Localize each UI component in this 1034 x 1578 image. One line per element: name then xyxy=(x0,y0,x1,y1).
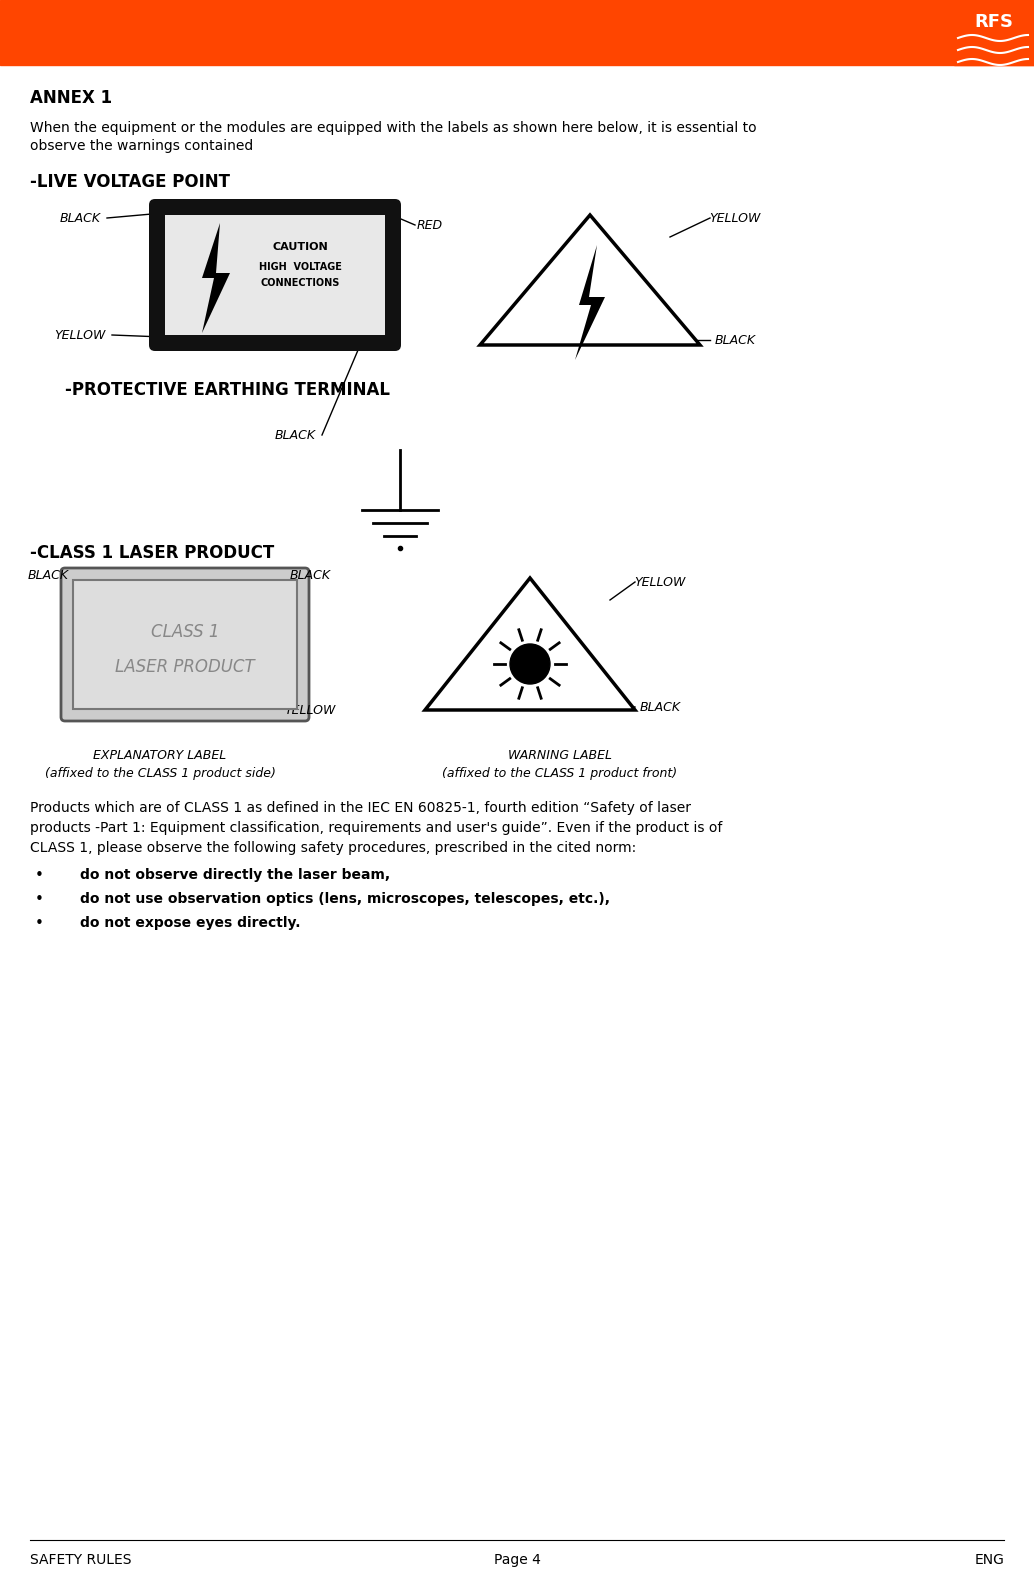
Polygon shape xyxy=(480,215,700,346)
Text: BLACK: BLACK xyxy=(59,211,100,224)
Text: do not observe directly the laser beam,: do not observe directly the laser beam, xyxy=(80,868,390,882)
Text: do not expose eyes directly.: do not expose eyes directly. xyxy=(80,915,301,929)
Text: -PROTECTIVE EARTHING TERMINAL: -PROTECTIVE EARTHING TERMINAL xyxy=(65,380,390,399)
Text: -LIVE VOLTAGE POINT: -LIVE VOLTAGE POINT xyxy=(30,174,230,191)
Text: SAFETY RULES: SAFETY RULES xyxy=(30,1553,131,1567)
Polygon shape xyxy=(575,245,605,360)
FancyBboxPatch shape xyxy=(73,581,297,709)
Text: -CLASS 1 LASER PRODUCT: -CLASS 1 LASER PRODUCT xyxy=(30,544,274,562)
Text: BLACK: BLACK xyxy=(639,701,680,713)
Text: Products which are of CLASS 1 as defined in the IEC EN 60825-1, fourth edition “: Products which are of CLASS 1 as defined… xyxy=(30,802,691,814)
Text: WARNING LABEL: WARNING LABEL xyxy=(508,748,612,762)
Text: products -Part 1: Equipment classification, requirements and user's guide”. Even: products -Part 1: Equipment classificati… xyxy=(30,821,723,835)
Bar xyxy=(954,0,1034,65)
FancyBboxPatch shape xyxy=(149,199,401,350)
Text: BLACK: BLACK xyxy=(28,568,69,582)
Text: ANNEX 1: ANNEX 1 xyxy=(30,88,112,107)
Text: CLASS 1: CLASS 1 xyxy=(151,623,219,641)
Text: •: • xyxy=(35,892,43,906)
Text: do not use observation optics (lens, microscopes, telescopes, etc.),: do not use observation optics (lens, mic… xyxy=(80,892,610,906)
Text: BLACK: BLACK xyxy=(714,333,756,347)
Text: Page 4: Page 4 xyxy=(493,1553,541,1567)
Circle shape xyxy=(510,644,550,683)
Text: RED: RED xyxy=(417,218,443,232)
Text: YELLOW: YELLOW xyxy=(55,328,105,341)
Text: HIGH  VOLTAGE: HIGH VOLTAGE xyxy=(258,262,341,271)
Text: BLACK: BLACK xyxy=(290,568,331,582)
Text: CONNECTIONS: CONNECTIONS xyxy=(261,278,340,289)
Text: When the equipment or the modules are equipped with the labels as shown here bel: When the equipment or the modules are eq… xyxy=(30,122,757,136)
Text: YELLOW: YELLOW xyxy=(284,704,336,716)
Polygon shape xyxy=(425,578,635,710)
Text: observe the warnings contained: observe the warnings contained xyxy=(30,139,253,153)
Text: (affixed to the CLASS 1 product side): (affixed to the CLASS 1 product side) xyxy=(44,767,275,780)
Text: RFS: RFS xyxy=(974,13,1013,32)
Text: LASER PRODUCT: LASER PRODUCT xyxy=(115,658,254,675)
Text: (affixed to the CLASS 1 product front): (affixed to the CLASS 1 product front) xyxy=(443,767,677,780)
Text: YELLOW: YELLOW xyxy=(709,211,761,224)
FancyBboxPatch shape xyxy=(165,215,385,335)
Text: BLACK: BLACK xyxy=(274,429,315,442)
Text: ENG: ENG xyxy=(974,1553,1004,1567)
Text: •: • xyxy=(35,915,43,931)
Polygon shape xyxy=(202,222,230,333)
Text: CAUTION: CAUTION xyxy=(272,241,328,252)
Text: •: • xyxy=(35,868,43,882)
FancyBboxPatch shape xyxy=(61,568,309,721)
Text: YELLOW: YELLOW xyxy=(634,576,686,589)
Bar xyxy=(0,0,1034,65)
Text: EXPLANATORY LABEL: EXPLANATORY LABEL xyxy=(93,748,226,762)
Text: CLASS 1, please observe the following safety procedures, prescribed in the cited: CLASS 1, please observe the following sa… xyxy=(30,841,636,855)
